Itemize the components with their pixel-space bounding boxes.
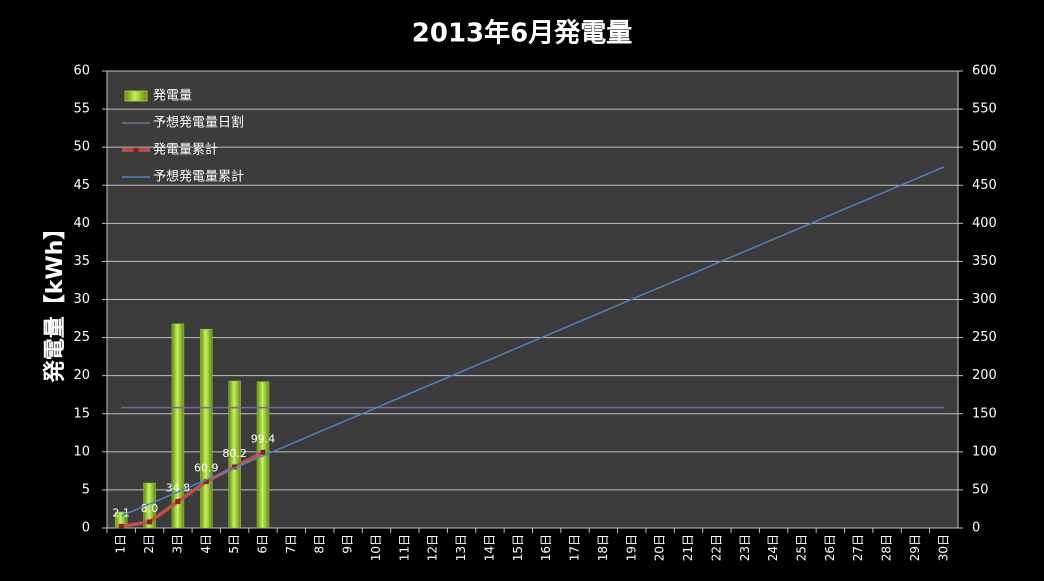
data-label: 34.8: [166, 481, 191, 494]
y2-tick-label: 550: [972, 102, 997, 117]
x-tick-label: 23日: [738, 534, 752, 561]
data-label: 60.9: [194, 462, 219, 475]
y2-tick-label: 400: [972, 216, 997, 231]
y-tick-label: 40: [73, 216, 90, 231]
chart-title: 2013年6月発電量: [412, 18, 632, 49]
y2-tick-label: 250: [972, 330, 997, 345]
x-tick-label: 6日: [256, 534, 270, 554]
x-tick-label: 30日: [936, 534, 950, 561]
x-tick-label: 22日: [709, 534, 723, 561]
y2-tick-label: 50: [972, 482, 989, 497]
point: [232, 464, 238, 470]
point: [260, 449, 266, 455]
x-tick-label: 17日: [568, 534, 582, 561]
legend-label: 発電量累計: [153, 142, 218, 158]
y-tick-label: 60: [73, 64, 90, 79]
x-tick-label: 20日: [653, 534, 667, 561]
y-tick-label: 0: [82, 521, 90, 536]
y-tick-label: 55: [73, 102, 90, 117]
x-tick-label: 13日: [454, 534, 468, 561]
y-tick-label: 10: [73, 444, 90, 459]
y2-tick-label: 200: [972, 368, 997, 383]
data-label: 99.4: [251, 432, 276, 445]
x-tick-label: 19日: [624, 534, 638, 561]
point: [118, 523, 124, 529]
data-label: 2.1: [112, 506, 130, 519]
legend-label: 予想発電量日割: [153, 115, 244, 131]
x-tick-label: 7日: [284, 534, 298, 554]
x-tick-label: 24日: [766, 534, 780, 561]
point: [147, 519, 153, 525]
y2-tick-label: 0: [972, 521, 980, 536]
y2-tick-label: 350: [972, 254, 997, 269]
x-tick-label: 18日: [596, 534, 610, 561]
bar: [200, 328, 213, 529]
y2-tick-label: 300: [972, 292, 997, 307]
x-tick-label: 16日: [539, 534, 553, 561]
line: [120, 450, 264, 529]
y-tick-label: 5: [82, 482, 90, 497]
y-tick-label: 20: [73, 368, 90, 383]
x-tick-label: 11日: [397, 534, 411, 561]
bar: [228, 380, 241, 529]
legend-marker: [133, 147, 139, 153]
y2-tick-label: 450: [972, 178, 997, 193]
x-tick-label: 29日: [908, 534, 922, 561]
x-tick-label: 1日: [114, 534, 128, 554]
point: [203, 479, 209, 485]
y-tick-label: 25: [73, 330, 90, 345]
x-tick-label: 21日: [681, 534, 695, 561]
legend-label: 発電量: [153, 89, 192, 104]
y-axis-label: 発電量【kWh】: [43, 218, 68, 384]
y-tick-label: 45: [73, 178, 90, 193]
x-tick-label: 12日: [426, 534, 440, 561]
x-tick-label: 5日: [227, 534, 241, 554]
y-tick-label: 35: [73, 254, 90, 269]
x-tick-label: 27日: [851, 534, 865, 561]
x-tick-label: 25日: [794, 534, 808, 561]
x-tick-label: 2日: [142, 534, 156, 554]
y-tick-label: 15: [73, 406, 90, 421]
x-tick-label: 10日: [369, 534, 383, 561]
x-tick-label: 4日: [199, 534, 213, 554]
line: [120, 166, 945, 517]
x-tick-label: 26日: [823, 534, 837, 561]
x-tick-label: 9日: [341, 534, 355, 554]
legend-label: 予想発電量累計: [153, 169, 244, 185]
y-tick-label: 30: [73, 292, 90, 307]
y2-tick-label: 100: [972, 444, 997, 459]
x-tick-label: 28日: [880, 534, 894, 561]
y2-tick-label: 600: [972, 64, 997, 79]
x-tick-label: 14日: [482, 534, 496, 561]
x-tick-label: 8日: [312, 534, 326, 554]
y-tick-label: 50: [73, 140, 90, 155]
bar: [171, 323, 185, 529]
point: [175, 498, 181, 504]
bar: [143, 482, 156, 529]
data-label: 80.2: [222, 447, 247, 460]
x-tick-label: 15日: [511, 534, 525, 561]
x-tick-label: 3日: [170, 534, 184, 554]
y2-tick-label: 500: [972, 140, 997, 155]
legend-swatch: [124, 90, 148, 102]
y2-tick-label: 150: [972, 406, 997, 421]
